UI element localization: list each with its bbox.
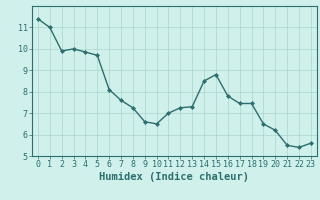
X-axis label: Humidex (Indice chaleur): Humidex (Indice chaleur) <box>100 172 249 182</box>
